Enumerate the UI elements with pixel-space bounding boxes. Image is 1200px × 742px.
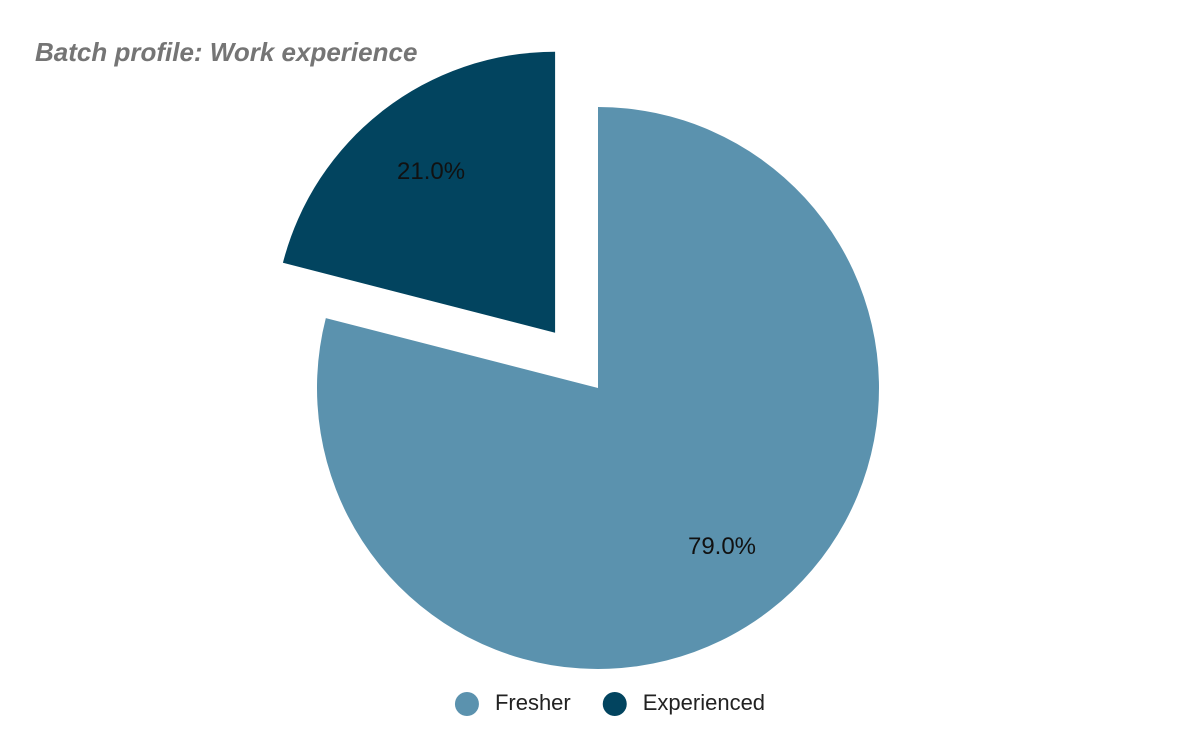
value-label: 79.0%: [688, 533, 756, 560]
chart-title: Batch profile: Work experience: [35, 37, 417, 67]
pie-slice: [316, 107, 879, 669]
legend-marker: [602, 692, 627, 716]
pie-slice: [282, 51, 556, 333]
legend-marker: [454, 692, 479, 716]
legend-label: Experienced: [643, 690, 765, 715]
value-label: 21.0%: [397, 158, 465, 185]
legend: Fresher Experienced: [454, 690, 765, 716]
legend-label: Fresher: [495, 690, 571, 715]
